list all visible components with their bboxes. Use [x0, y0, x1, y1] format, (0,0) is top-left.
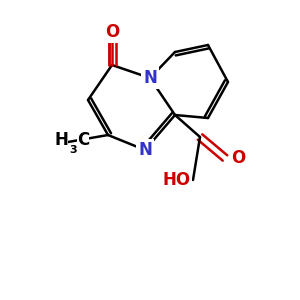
Text: O: O: [105, 23, 119, 41]
Text: H: H: [54, 131, 68, 149]
Text: N: N: [143, 69, 157, 87]
Text: N: N: [138, 141, 152, 159]
Text: HO: HO: [163, 171, 191, 189]
Text: C: C: [77, 131, 89, 149]
Text: 3: 3: [69, 145, 76, 155]
Text: O: O: [231, 149, 245, 167]
